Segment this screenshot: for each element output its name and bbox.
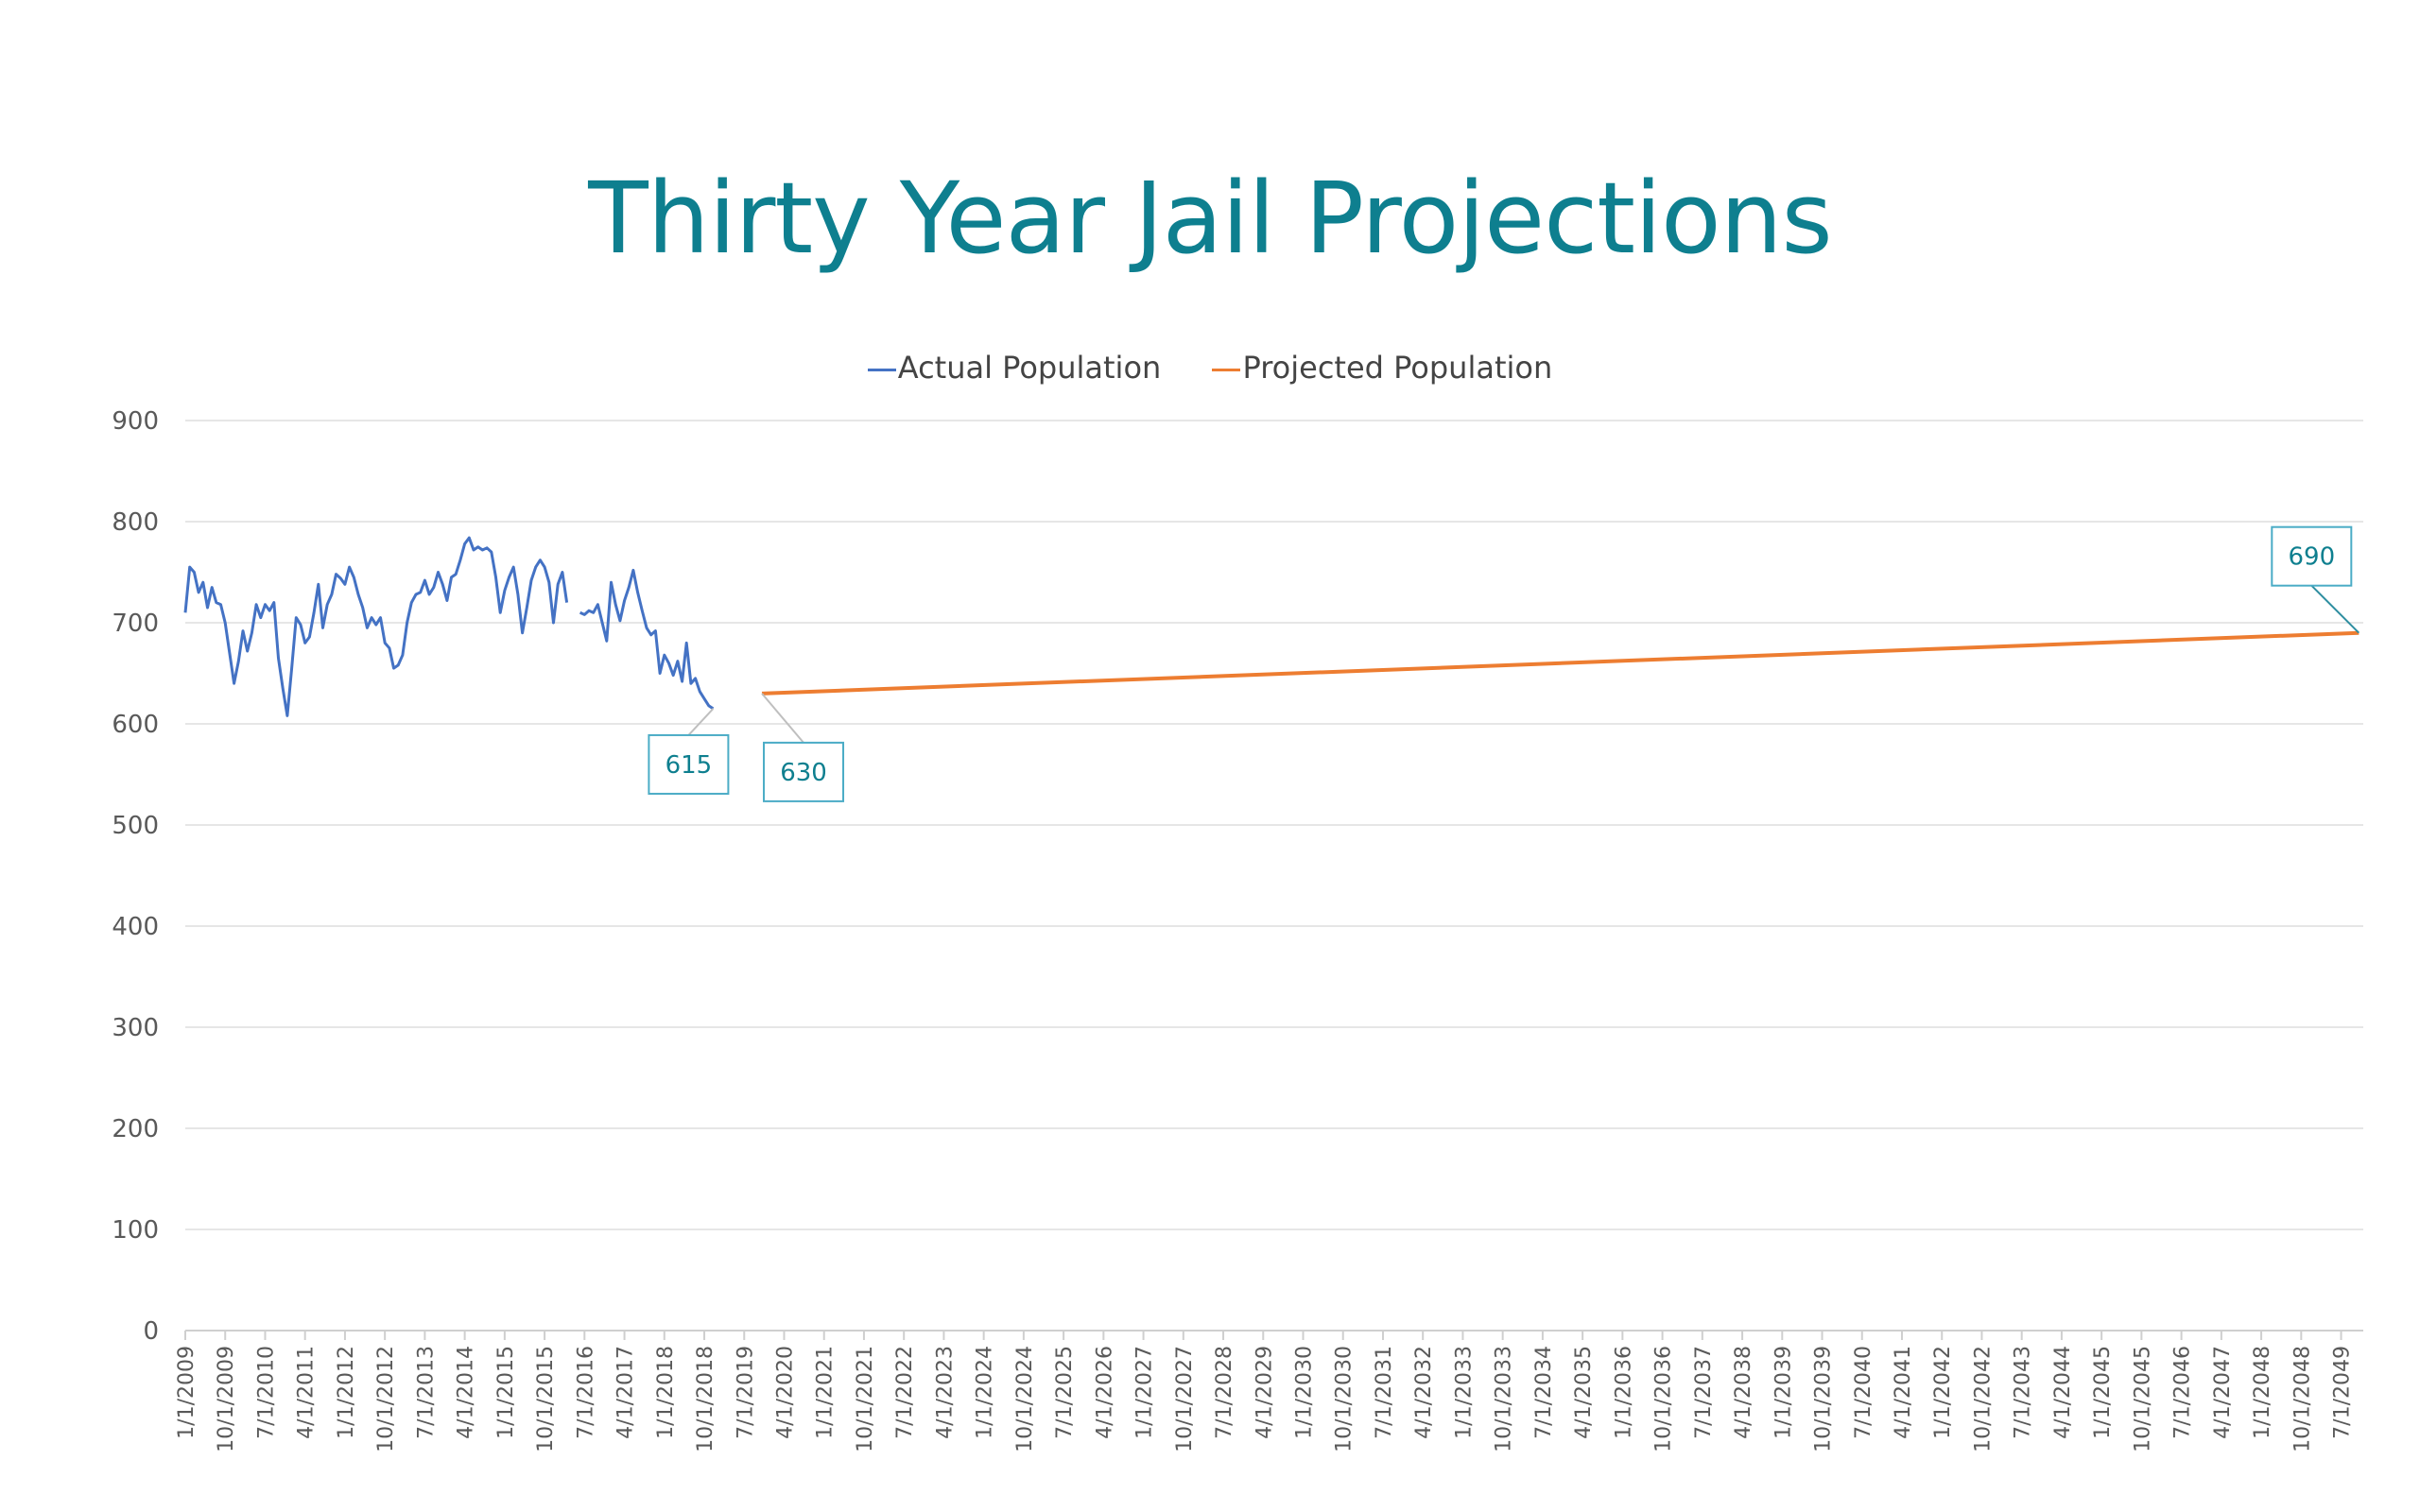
y-tick-label: 900 (112, 407, 159, 436)
x-tick-label: 10/1/2039 (1812, 1346, 1836, 1452)
y-tick-label: 800 (112, 508, 159, 537)
x-tick-label: 4/1/2026 (1093, 1346, 1116, 1439)
x-tick-label: 1/1/2021 (814, 1346, 838, 1439)
x-tick-label: 1/1/2045 (2091, 1346, 2115, 1439)
series-line-projected (761, 630, 2360, 696)
legend-item-projected: Projected Population (1212, 350, 1552, 386)
data-label: 690 (2288, 543, 2335, 572)
x-tick-label: 1/1/2018 (654, 1346, 678, 1439)
x-tick-label: 10/1/2021 (854, 1346, 877, 1452)
x-tick-label: 1/1/2039 (1772, 1346, 1795, 1439)
data-label-leader (687, 708, 715, 736)
x-tick-label: 10/1/2033 (1493, 1346, 1516, 1452)
y-tick-label: 200 (112, 1115, 159, 1143)
legend-item-actual: Actual Population (867, 350, 1162, 386)
y-tick-label: 100 (112, 1216, 159, 1245)
x-tick-label: 4/1/2011 (295, 1346, 319, 1439)
x-tick-label: 7/1/2028 (1213, 1346, 1236, 1439)
x-tick-label: 1/1/2030 (1293, 1346, 1317, 1439)
x-tick-label: 4/1/2032 (1412, 1346, 1436, 1439)
x-tick-label: 7/1/2049 (2331, 1346, 2355, 1439)
x-tick-label: 4/1/2047 (2211, 1346, 2235, 1439)
x-tick-label: 7/1/2022 (893, 1346, 917, 1439)
chart-legend: Actual Population Projected Population (0, 350, 2420, 386)
x-tick-label: 10/1/2012 (374, 1346, 398, 1452)
x-tick-label: 4/1/2017 (614, 1346, 638, 1439)
x-tick-label: 7/1/2034 (1532, 1346, 1556, 1439)
x-tick-label: 7/1/2040 (1852, 1346, 1876, 1439)
x-tick-label: 7/1/2031 (1373, 1346, 1396, 1439)
x-tick-label: 1/1/2033 (1452, 1346, 1476, 1439)
y-tick-label: 500 (112, 812, 159, 840)
series-line-actual (579, 568, 715, 711)
x-tick-label: 7/1/2010 (254, 1346, 278, 1439)
legend-swatch-projected (1212, 368, 1241, 371)
x-tick-label: 4/1/2035 (1572, 1346, 1596, 1439)
x-tick-label: 10/1/2009 (215, 1346, 238, 1452)
x-tick-label: 1/1/2012 (335, 1346, 358, 1439)
data-label-box (2271, 525, 2353, 587)
x-tick-label: 4/1/2038 (1732, 1346, 1755, 1439)
chart-title: Thirty Year Jail Projections (588, 161, 1832, 276)
x-tick-label: 1/1/2024 (974, 1346, 997, 1439)
x-tick-label: 4/1/2029 (1253, 1346, 1276, 1439)
x-tick-label: 10/1/2015 (534, 1346, 558, 1452)
data-label-box (648, 733, 730, 795)
legend-label-actual: Actual Population (897, 350, 1162, 386)
data-label-leader (2310, 584, 2360, 634)
x-tick-label: 10/1/2048 (2290, 1346, 2314, 1452)
y-tick-label: 300 (112, 1014, 159, 1042)
x-tick-label: 7/1/2043 (2012, 1346, 2035, 1439)
data-label-leader (761, 693, 804, 744)
data-label: 615 (666, 751, 713, 780)
x-tick-label: 1/1/2048 (2251, 1346, 2274, 1439)
data-label: 630 (780, 759, 827, 787)
y-tick-label: 400 (112, 913, 159, 941)
y-tick-label: 700 (112, 610, 159, 638)
y-tick-label: 0 (143, 1317, 159, 1346)
x-tick-label: 4/1/2020 (773, 1346, 797, 1439)
x-tick-label: 1/1/2015 (494, 1346, 518, 1439)
x-tick-label: 4/1/2044 (2051, 1346, 2075, 1439)
x-tick-label: 10/1/2018 (694, 1346, 717, 1452)
series-line-actual (183, 536, 569, 717)
x-tick-label: 1/1/2009 (175, 1346, 199, 1439)
data-label-box (763, 741, 845, 802)
x-tick-label: 1/1/2036 (1612, 1346, 1635, 1439)
x-tick-label: 10/1/2036 (1652, 1346, 1676, 1452)
x-tick-label: 7/1/2025 (1053, 1346, 1077, 1439)
x-tick-label: 4/1/2014 (455, 1346, 478, 1439)
legend-swatch-actual (867, 368, 896, 371)
x-tick-label: 7/1/2037 (1692, 1346, 1716, 1439)
x-tick-label: 10/1/2027 (1173, 1346, 1197, 1452)
y-tick-label: 600 (112, 711, 159, 739)
x-tick-label: 4/1/2023 (933, 1346, 957, 1439)
x-tick-label: 7/1/2013 (414, 1346, 438, 1439)
x-tick-label: 7/1/2016 (574, 1346, 597, 1439)
x-tick-label: 4/1/2041 (1892, 1346, 1915, 1439)
x-tick-label: 10/1/2042 (1971, 1346, 1995, 1452)
x-tick-label: 1/1/2042 (1931, 1346, 1955, 1439)
legend-label-projected: Projected Population (1242, 350, 1553, 386)
x-tick-label: 7/1/2019 (734, 1346, 757, 1439)
x-tick-label: 10/1/2030 (1333, 1346, 1357, 1452)
x-tick-label: 1/1/2027 (1133, 1346, 1157, 1439)
x-tick-label: 10/1/2024 (1013, 1346, 1037, 1452)
x-tick-label: 10/1/2045 (2131, 1346, 2154, 1452)
x-tick-label: 7/1/2046 (2171, 1346, 2195, 1439)
